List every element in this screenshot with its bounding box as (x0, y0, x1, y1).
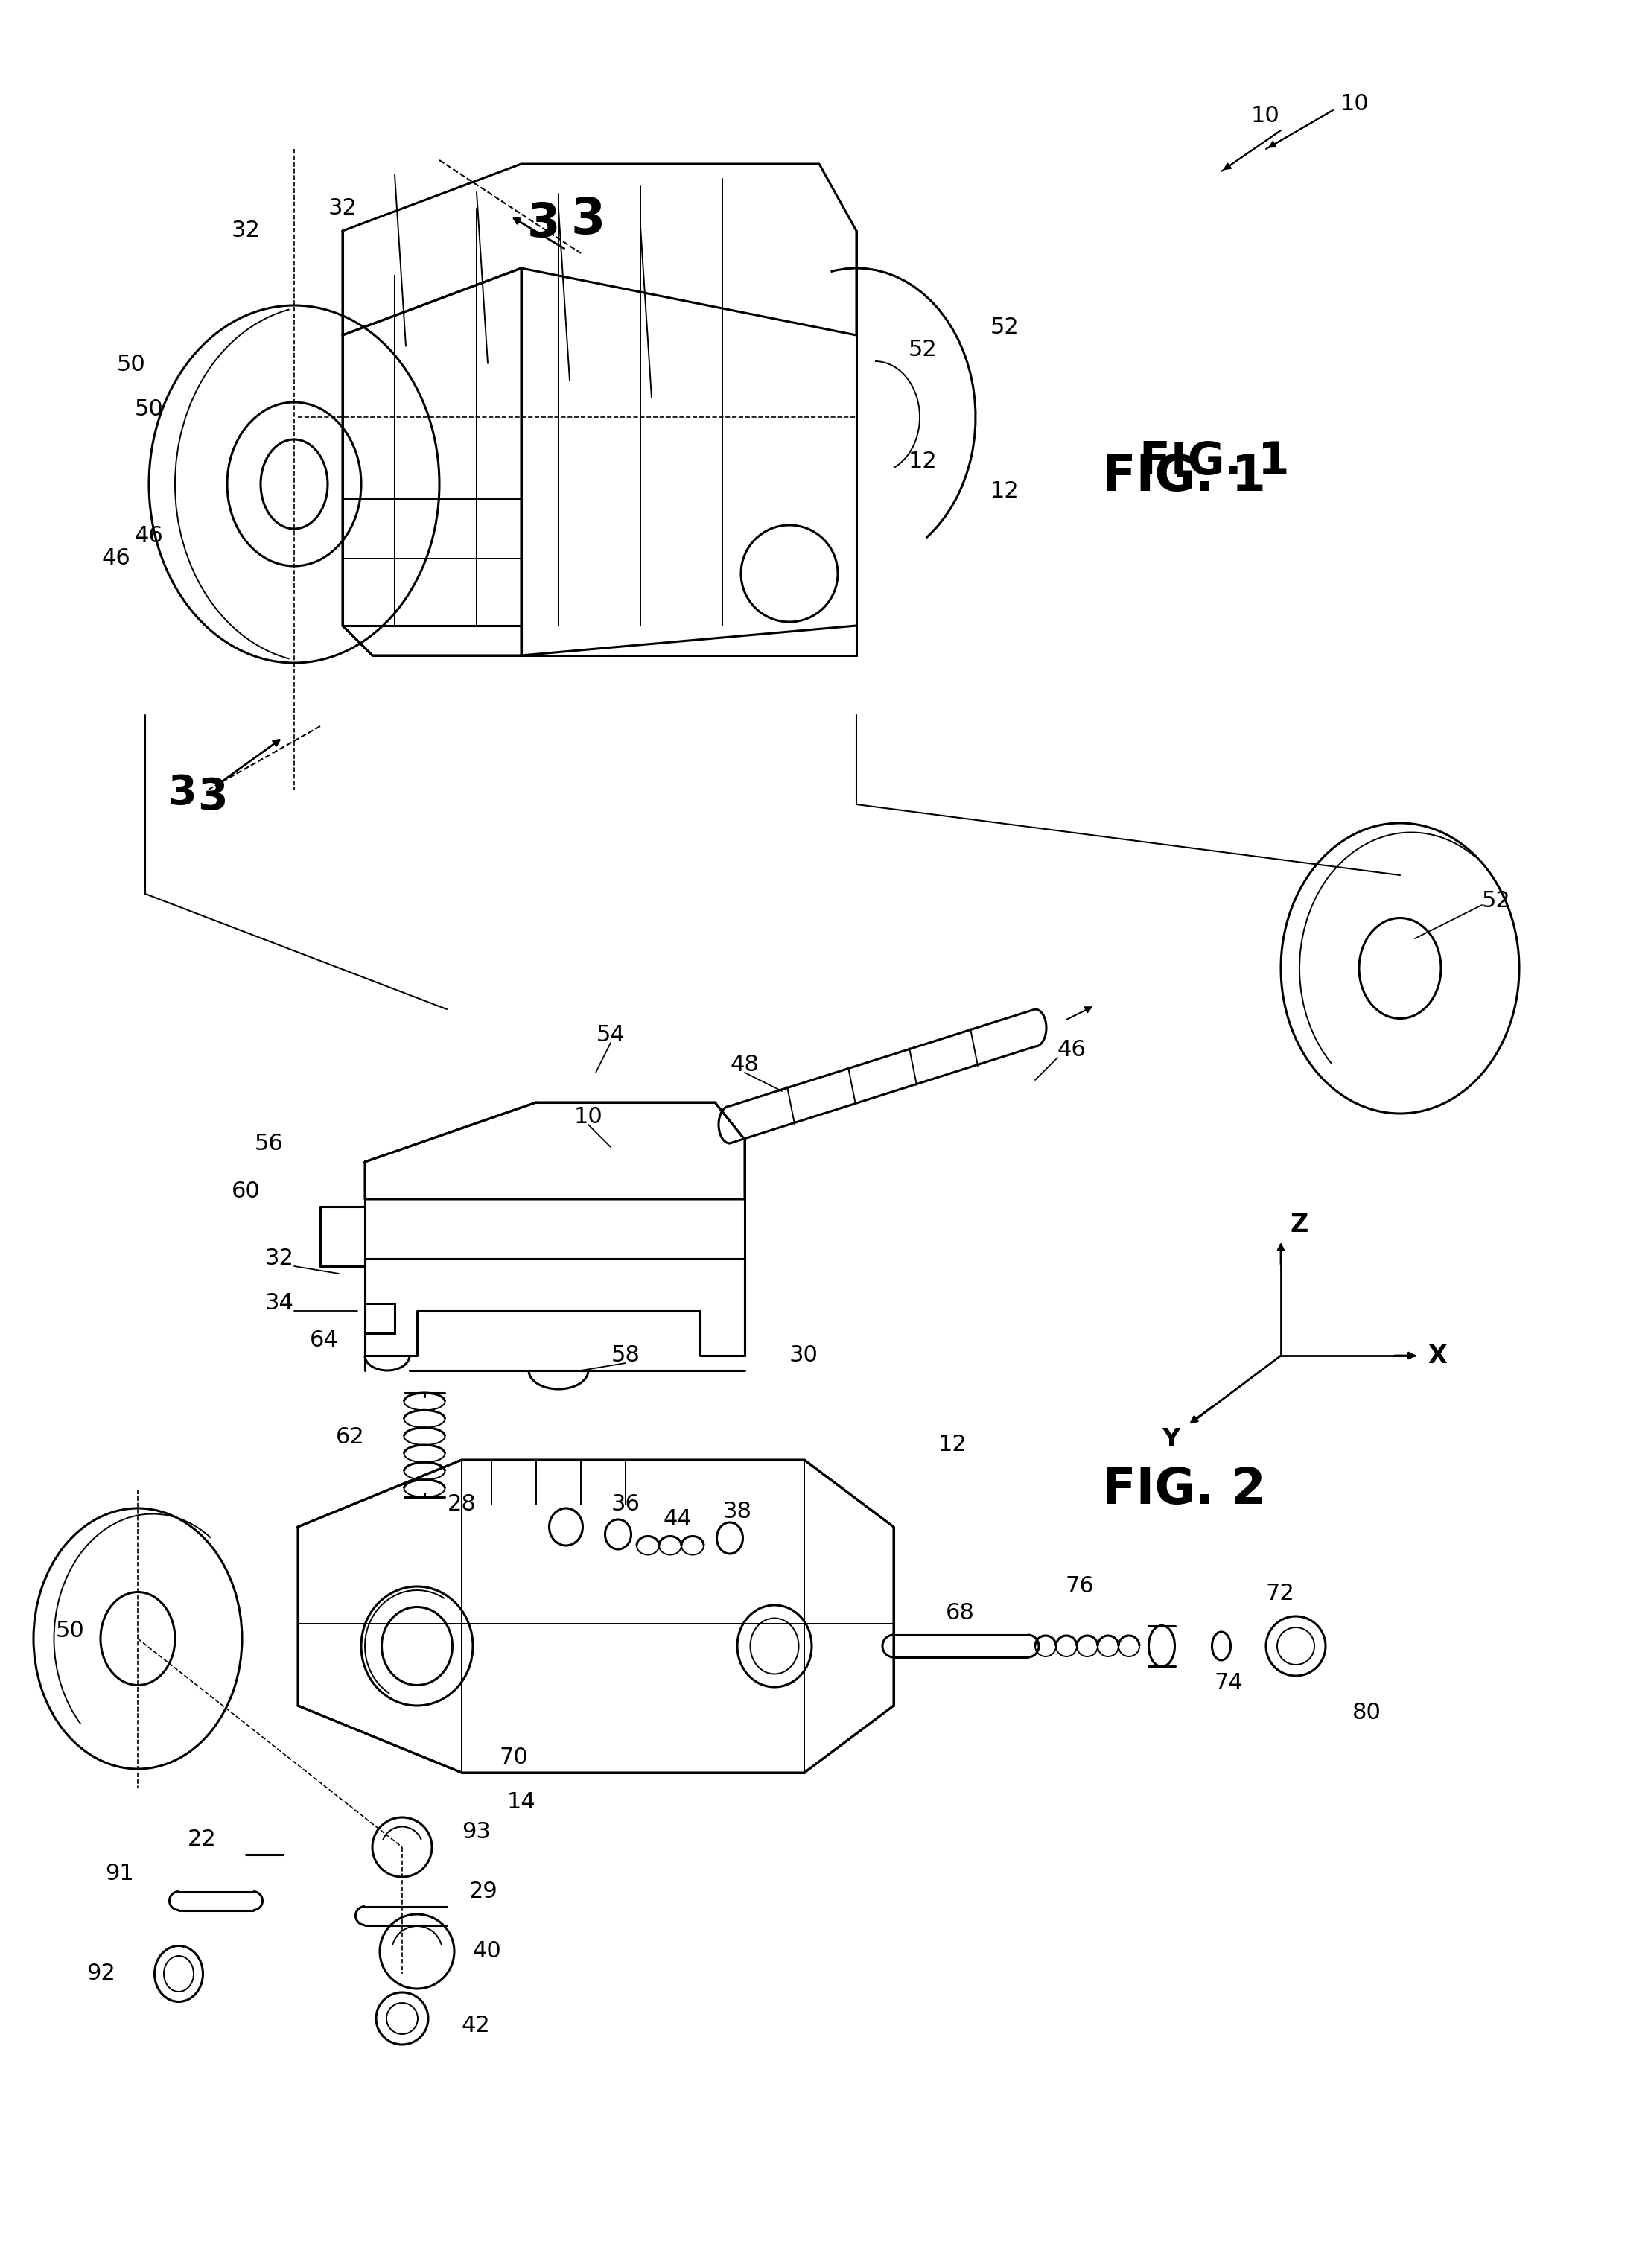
Text: 52: 52 (990, 318, 1020, 338)
Text: 52: 52 (1482, 891, 1511, 912)
Text: 28: 28 (447, 1495, 476, 1515)
Text: 52: 52 (908, 340, 938, 361)
Text: 3: 3 (198, 776, 227, 819)
Text: 54: 54 (597, 1025, 625, 1046)
Text: 91: 91 (105, 1862, 133, 1885)
Text: 40: 40 (473, 1941, 501, 1962)
Text: 72: 72 (1266, 1583, 1295, 1606)
Text: 32: 32 (265, 1247, 293, 1270)
Text: X: X (1427, 1343, 1447, 1368)
Text: 76: 76 (1065, 1576, 1094, 1597)
Text: Z: Z (1290, 1213, 1309, 1238)
Text: 30: 30 (789, 1345, 819, 1365)
Text: 62: 62 (336, 1427, 364, 1449)
Text: 50: 50 (117, 354, 145, 376)
Text: 48: 48 (730, 1055, 760, 1075)
Text: 50: 50 (56, 1619, 84, 1642)
Text: 42: 42 (461, 2016, 491, 2037)
Text: FIG. 2: FIG. 2 (1103, 1465, 1266, 1515)
Text: 3: 3 (527, 200, 560, 247)
Text: Y: Y (1162, 1427, 1180, 1452)
Text: 50: 50 (135, 399, 163, 420)
Text: 56: 56 (254, 1132, 283, 1154)
Text: 34: 34 (265, 1293, 293, 1313)
Text: 70: 70 (499, 1746, 529, 1769)
Text: 3: 3 (572, 195, 605, 245)
Text: 10: 10 (574, 1107, 603, 1127)
Text: 46: 46 (135, 526, 163, 547)
Text: 10: 10 (1251, 104, 1280, 127)
Text: 46: 46 (1058, 1039, 1086, 1061)
Text: 58: 58 (611, 1345, 639, 1365)
Text: 14: 14 (508, 1792, 536, 1814)
Text: 92: 92 (87, 1964, 115, 1985)
Text: 38: 38 (723, 1501, 751, 1522)
Text: 64: 64 (310, 1329, 339, 1352)
Text: 10: 10 (1340, 93, 1369, 116)
Text: 32: 32 (328, 197, 358, 220)
Text: 46: 46 (102, 549, 130, 569)
Text: 3: 3 (168, 773, 196, 814)
Text: 74: 74 (1215, 1672, 1243, 1694)
Text: 36: 36 (611, 1495, 639, 1515)
Text: FIG. 1: FIG. 1 (1103, 451, 1266, 501)
Text: 68: 68 (946, 1601, 974, 1624)
Text: FIG. 1: FIG. 1 (1139, 440, 1289, 483)
Text: 32: 32 (231, 220, 260, 243)
Text: 60: 60 (232, 1182, 260, 1202)
Text: 12: 12 (938, 1433, 967, 1456)
Text: 44: 44 (662, 1508, 692, 1531)
Text: 29: 29 (470, 1880, 498, 1903)
Text: 12: 12 (990, 481, 1020, 503)
Text: 93: 93 (461, 1821, 491, 1844)
Text: 22: 22 (188, 1828, 216, 1851)
Text: 80: 80 (1351, 1703, 1381, 1724)
Text: 12: 12 (908, 451, 938, 472)
